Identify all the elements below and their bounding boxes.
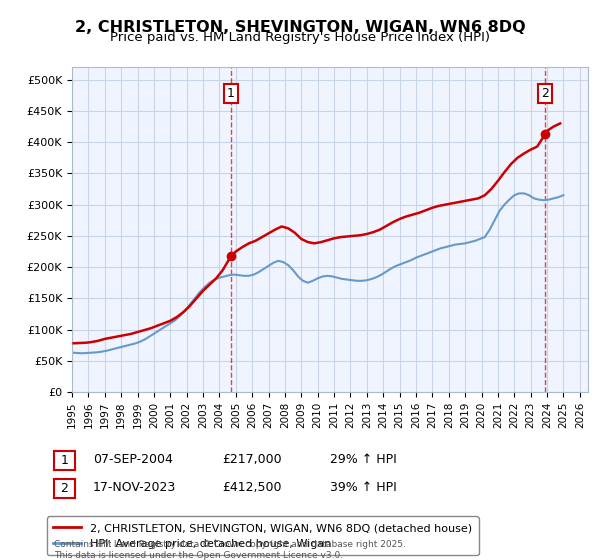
Legend: 2, CHRISTLETON, SHEVINGTON, WIGAN, WN6 8DQ (detached house), HPI: Average price,: 2, CHRISTLETON, SHEVINGTON, WIGAN, WN6 8… [47,516,479,556]
Text: 1: 1 [227,87,235,100]
Text: £412,500: £412,500 [222,480,281,494]
Text: 2: 2 [541,87,549,100]
Text: 39% ↑ HPI: 39% ↑ HPI [330,480,397,494]
Text: 07-SEP-2004: 07-SEP-2004 [93,452,173,466]
Text: £217,000: £217,000 [222,452,281,466]
Text: 2: 2 [61,482,68,495]
Text: Price paid vs. HM Land Registry's House Price Index (HPI): Price paid vs. HM Land Registry's House … [110,31,490,44]
Text: 2, CHRISTLETON, SHEVINGTON, WIGAN, WN6 8DQ: 2, CHRISTLETON, SHEVINGTON, WIGAN, WN6 8… [74,20,526,35]
Text: 29% ↑ HPI: 29% ↑ HPI [330,452,397,466]
Text: Contains HM Land Registry data © Crown copyright and database right 2025.
This d: Contains HM Land Registry data © Crown c… [54,540,406,560]
Text: 1: 1 [61,454,68,467]
Text: 17-NOV-2023: 17-NOV-2023 [93,480,176,494]
